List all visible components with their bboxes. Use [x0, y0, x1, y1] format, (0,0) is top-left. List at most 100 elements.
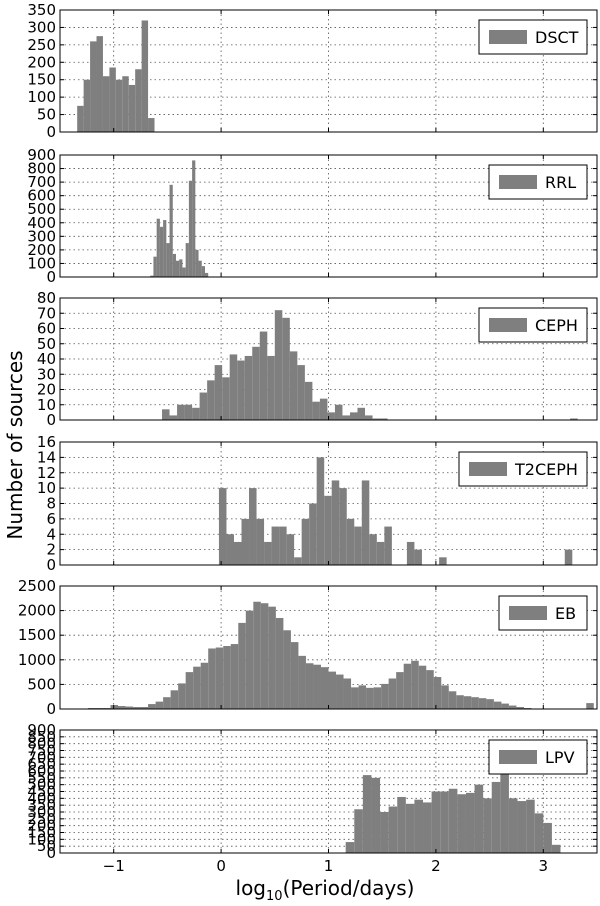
- histogram-bar: [493, 701, 502, 709]
- histogram-bar: [380, 418, 388, 420]
- histogram-bar: [90, 41, 97, 132]
- histogram-bar: [182, 267, 186, 277]
- y-tick-label: 450: [27, 783, 56, 801]
- histogram-bar: [241, 518, 250, 565]
- histogram-bar: [384, 526, 392, 565]
- histogram-bar: [289, 351, 298, 420]
- histogram-bar: [478, 698, 487, 709]
- y-tick-label: 0: [46, 268, 56, 286]
- y-tick-label: 700: [27, 173, 56, 191]
- legend: T2CEPH: [458, 451, 588, 487]
- histogram-bar: [260, 603, 269, 709]
- histogram-bar: [301, 518, 310, 565]
- histogram-bar: [526, 799, 535, 853]
- x-tick-label: 1: [324, 857, 334, 875]
- histogram-bar: [169, 415, 178, 420]
- histogram-bar: [342, 415, 350, 420]
- histogram-bar: [294, 557, 302, 565]
- y-tick-label: 20: [37, 381, 56, 399]
- histogram-bar: [178, 683, 186, 709]
- y-tick-label: 1500: [18, 626, 56, 644]
- histogram-bar: [110, 705, 118, 709]
- y-tick-label: 350: [27, 1, 56, 19]
- histogram-bar: [418, 665, 427, 709]
- histogram-bar: [290, 642, 299, 709]
- histogram-bar: [483, 798, 492, 853]
- histogram-bar: [406, 541, 415, 565]
- y-tick-label: 200: [27, 53, 56, 71]
- y-tick-label: 300: [27, 18, 56, 36]
- histogram-bar: [77, 105, 84, 132]
- histogram-bar: [201, 266, 205, 277]
- histogram-bar: [218, 488, 227, 565]
- legend-swatch: [499, 750, 537, 764]
- histogram-bar: [169, 184, 173, 277]
- histogram-bar: [162, 409, 170, 420]
- histogram-bar: [508, 798, 518, 853]
- histogram-bar: [309, 503, 317, 565]
- panels: 050100150200250300350DSCT010020030040050…: [18, 1, 598, 875]
- histogram-bar: [166, 243, 170, 277]
- histogram-bar: [313, 664, 321, 709]
- histogram-bar: [200, 662, 209, 709]
- histogram-bar: [305, 663, 314, 709]
- histogram-bar: [456, 695, 464, 709]
- histogram-bar: [192, 160, 196, 277]
- histogram-bar: [249, 488, 257, 565]
- histogram-bar: [238, 622, 246, 709]
- histogram-bar: [354, 526, 362, 565]
- y-tick-label: 0: [46, 700, 56, 718]
- legend-label: CEPH: [535, 316, 578, 335]
- y-tick-label: 60: [37, 320, 56, 338]
- legend-label: LPV: [545, 748, 575, 767]
- y-tick-label: 2: [46, 541, 56, 559]
- histogram-bar: [237, 360, 245, 420]
- histogram-bar: [172, 253, 176, 277]
- histogram-bar: [208, 648, 216, 709]
- y-tick-label: 16: [37, 433, 56, 451]
- histogram-bar: [365, 415, 373, 420]
- y-tick-label: 12: [37, 464, 56, 482]
- histogram-bar: [279, 526, 287, 565]
- histogram-bar: [486, 699, 494, 709]
- histogram-bar: [155, 701, 164, 709]
- legend-box: [478, 19, 588, 55]
- histogram-bar: [175, 260, 180, 277]
- histogram-bar: [441, 685, 449, 709]
- histogram-bar: [245, 610, 254, 709]
- y-tick-label: 40: [37, 350, 56, 368]
- y-tick-label: 500: [27, 675, 56, 693]
- y-tick-label: 10: [37, 479, 56, 497]
- legend: EB: [498, 595, 588, 631]
- histogram-bar: [431, 791, 441, 853]
- histogram-bar: [109, 67, 116, 132]
- histogram-bar: [339, 488, 347, 565]
- histogram-bar: [163, 220, 167, 277]
- histogram-bar: [188, 180, 193, 277]
- histogram-bar: [207, 380, 215, 420]
- histogram-bar: [362, 775, 372, 853]
- xlabel-rest: (Period/days): [283, 876, 415, 900]
- histogram-bar: [440, 791, 449, 853]
- histogram-bar: [159, 226, 164, 277]
- histogram-bar: [405, 803, 415, 853]
- histogram-bar: [534, 813, 544, 853]
- histogram-bar: [564, 549, 573, 565]
- histogram-bar: [198, 260, 202, 277]
- histogram-bar: [331, 480, 340, 565]
- histogram-bar: [229, 354, 238, 420]
- histogram-bar: [403, 663, 412, 709]
- histogram-bar: [500, 771, 509, 853]
- histogram-bar: [423, 802, 432, 853]
- y-tick-label: 30: [37, 365, 56, 383]
- histogram-bar: [122, 76, 129, 132]
- y-tick-label: 800: [27, 735, 56, 753]
- histogram-bar: [361, 480, 370, 565]
- y-tick-label: 0: [46, 411, 56, 429]
- histogram-bar: [465, 792, 475, 853]
- histogram-bar: [414, 549, 422, 565]
- histogram-bar: [457, 794, 466, 853]
- histogram-bar: [343, 678, 352, 709]
- y-tick-label: 600: [27, 187, 56, 205]
